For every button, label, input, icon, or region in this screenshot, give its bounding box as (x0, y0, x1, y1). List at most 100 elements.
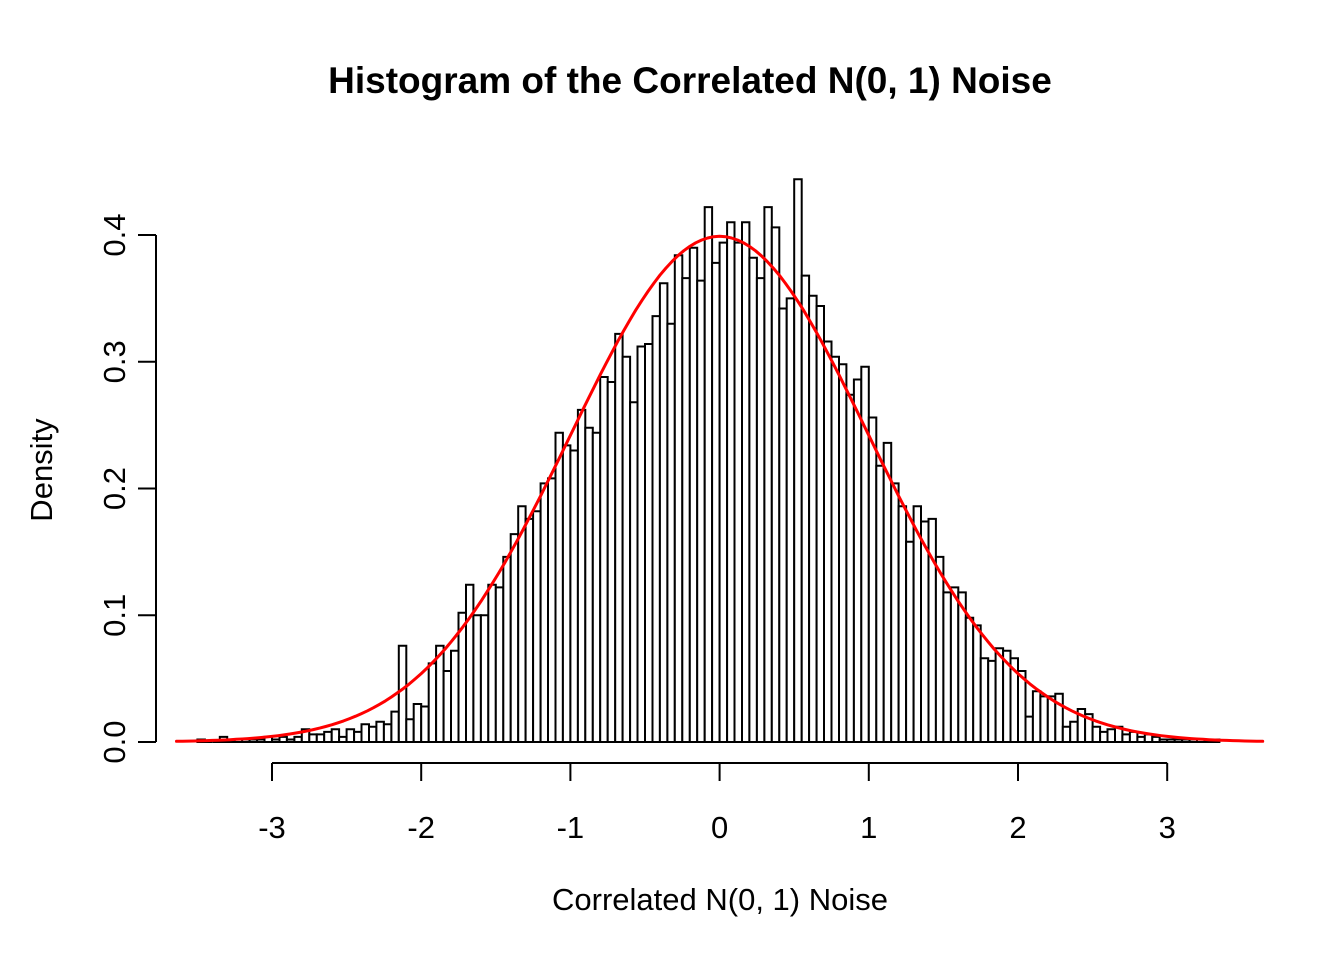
x-axis-title: Correlated N(0, 1) Noise (552, 882, 888, 917)
histogram-bar (1069, 720, 1079, 743)
histogram-bar (1121, 733, 1131, 743)
histogram-bar (1084, 713, 1094, 743)
histogram-bar (472, 614, 482, 743)
histogram-bar (435, 644, 445, 743)
histogram-bar (442, 670, 452, 743)
histogram-bar (673, 254, 684, 743)
histogram-bar (330, 728, 341, 743)
histogram-bar (539, 482, 549, 743)
histogram-bar (412, 703, 423, 743)
histogram-bar (755, 277, 766, 743)
histogram-bar (345, 728, 356, 743)
histogram-bar (867, 416, 878, 743)
histogram-bar (1091, 725, 1102, 743)
histogram-bar (397, 644, 408, 743)
histogram-bar (390, 710, 400, 743)
y-tick-label: 0.2 (97, 467, 132, 510)
histogram-bar (636, 345, 646, 743)
histogram-bar (860, 365, 870, 743)
histogram-bar (517, 505, 527, 743)
histogram-bar (912, 505, 922, 743)
histogram-bar (1136, 735, 1146, 743)
histogram-bar (1009, 657, 1019, 743)
histogram-bar (554, 431, 564, 743)
histogram-bar (823, 340, 833, 743)
histogram-bar (763, 206, 773, 743)
histogram-bar (1151, 735, 1161, 743)
histogram-bar (882, 441, 893, 743)
y-axis-title: Density (24, 418, 59, 522)
histogram-bar (375, 720, 385, 743)
histogram-bar (621, 355, 632, 743)
histogram-bar (1061, 725, 1072, 743)
histogram-bar (994, 647, 1005, 743)
histogram-bar (778, 307, 788, 743)
histogram-bar (890, 482, 900, 743)
y-tick-label: 0.1 (97, 594, 132, 637)
histogram-bar (815, 305, 825, 743)
histogram-bar (852, 378, 863, 743)
histogram-bar (420, 705, 430, 743)
histogram-bar (285, 738, 296, 743)
histogram-bar (920, 520, 930, 743)
y-tick-label: 0.4 (97, 213, 132, 256)
histogram-bar (793, 178, 803, 743)
histogram-bar (718, 241, 729, 743)
histogram-bar (770, 226, 781, 743)
histogram-bar (644, 343, 654, 743)
histogram-bar (576, 408, 587, 743)
histogram-bar (845, 393, 855, 743)
histogram-bar (502, 555, 512, 743)
histogram-bar (666, 322, 676, 743)
histogram-bar (808, 294, 818, 743)
histogram-bar (293, 735, 303, 743)
histogram-bar (957, 591, 967, 743)
histogram-bar (696, 279, 706, 743)
histogram-bar (524, 517, 535, 743)
histogram-bar (629, 401, 639, 743)
histogram-bar (1002, 649, 1012, 743)
histogram-bar (338, 735, 348, 743)
histogram-bar (353, 730, 363, 743)
x-tick-label: -3 (258, 810, 286, 845)
histogram-bar (1046, 695, 1057, 743)
histogram-bar (897, 505, 908, 743)
histogram-bar (487, 583, 497, 743)
histogram-bar (614, 332, 624, 743)
histogram-bar (450, 649, 460, 743)
histogram-bar (987, 659, 997, 743)
histogram-bar (1173, 738, 1184, 743)
histogram-bar (681, 277, 691, 743)
histogram-bar (509, 533, 520, 743)
histogram-bar (651, 315, 661, 743)
histogram-bar (1166, 738, 1176, 743)
histogram-bar (711, 261, 721, 743)
histogram-bar (800, 274, 811, 743)
histogram-bar (323, 730, 333, 743)
histogram-bar (748, 256, 758, 743)
histogram-bar (271, 738, 281, 743)
histogram-bar (278, 735, 288, 743)
histogram-bar (1031, 690, 1042, 743)
y-tick-label: 0.0 (97, 720, 132, 763)
histogram-bar (584, 426, 594, 743)
histogram-bar (688, 246, 699, 743)
histogram-bar (703, 206, 714, 743)
histogram-bar (591, 431, 602, 743)
histogram-bar (308, 733, 318, 743)
histogram-bar (905, 540, 915, 743)
histogram-bar (785, 297, 796, 743)
histogram-bar (256, 738, 266, 743)
chart-title: Histogram of the Correlated N(0, 1) Nois… (328, 60, 1052, 101)
histogram-bar (875, 464, 885, 743)
histogram-bar (726, 221, 736, 743)
x-tick-label: 2 (1009, 810, 1026, 845)
histogram-bar (1017, 670, 1027, 743)
histogram-bar (733, 241, 743, 743)
histogram-bar (561, 444, 572, 743)
histogram-bar (494, 586, 505, 743)
histogram-bar (569, 449, 579, 743)
x-tick-label: 1 (860, 810, 877, 845)
